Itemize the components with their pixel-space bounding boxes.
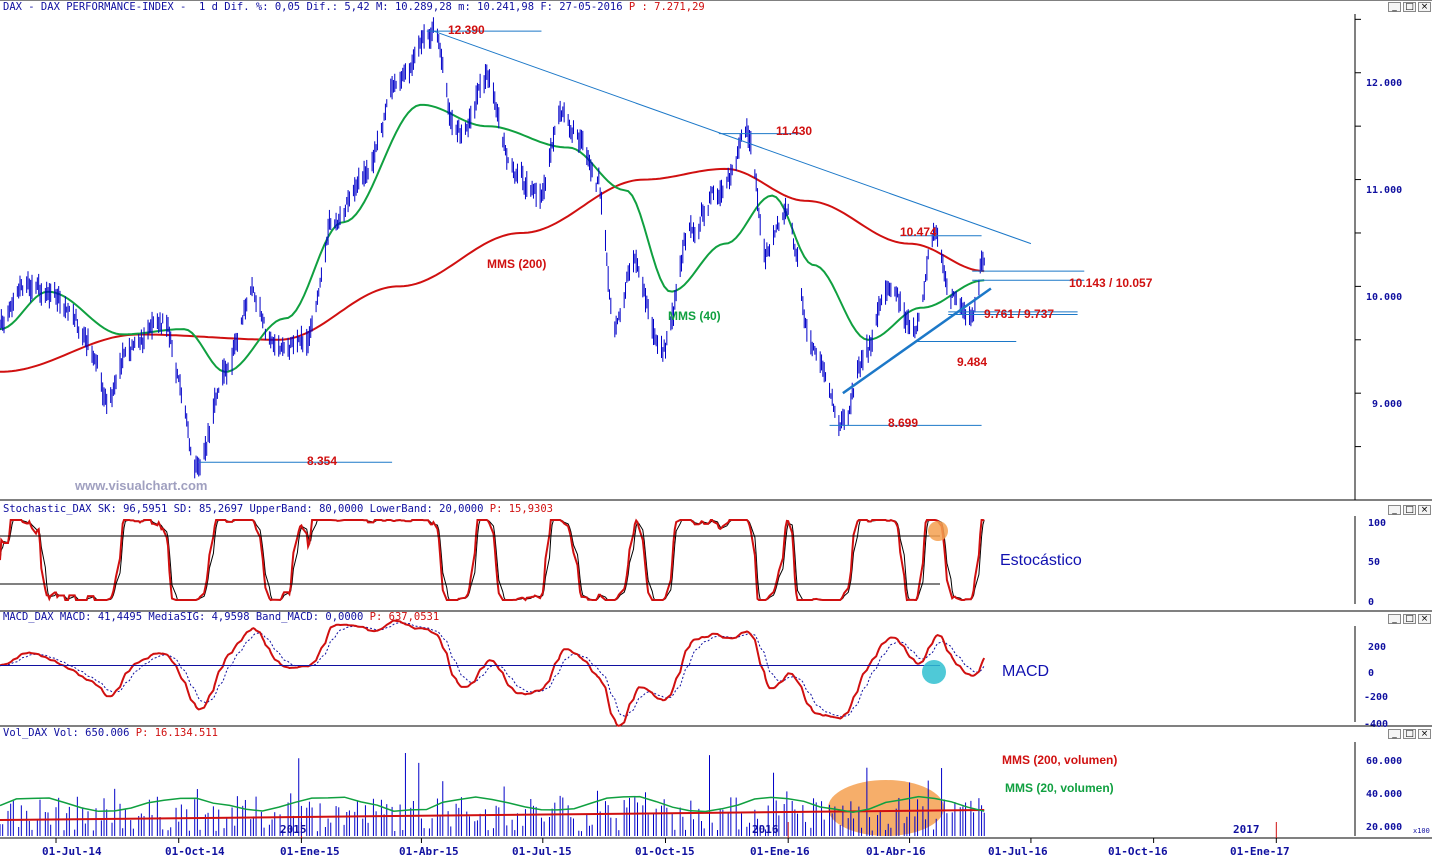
macd-signal-line [0, 622, 985, 718]
vol-mms200-label: MMS (200, volumen) [1002, 753, 1117, 767]
x-tick-jul15: 01-Jul-15 [512, 845, 572, 857]
minimize-button[interactable]: _ [1388, 614, 1401, 624]
level-label-11430: 11.430 [776, 124, 812, 138]
year-mark-2017: 2017 [1233, 823, 1260, 836]
x-tick-oct16: 01-Oct-16 [1108, 845, 1168, 857]
x-tick-ene16: 01-Ene-16 [750, 845, 810, 857]
level-label-9484: 9.484 [957, 355, 987, 369]
level-label-10474: 10.474 [900, 225, 937, 239]
macd-highlight-dot [922, 660, 946, 684]
x-tick-jul16: 01-Jul-16 [988, 845, 1048, 857]
close-button[interactable]: × [1418, 614, 1431, 624]
support-trendline [842, 287, 992, 395]
volume-mms20-line [0, 795, 985, 813]
y-tick-10000: 10.000 [1366, 292, 1402, 303]
y-tick-9000: 9.000 [1372, 399, 1402, 410]
stoch-header-values: Stochastic_DAX SK: 96,5951 SD: 85,2697 U… [3, 503, 484, 515]
vol-scale-note: x100 [1413, 827, 1430, 835]
vol-header: Vol_DAX Vol: 650.006 P: 16.134.511 [3, 727, 218, 739]
maximize-button[interactable]: □ [1403, 505, 1416, 515]
last-value: P : 7.271,29 [628, 1, 705, 13]
macd-header: MACD_DAX MACD: 41,4495 MediaSIG: 4,9598 … [3, 611, 439, 623]
stoch-title: Estocástico [1000, 552, 1082, 569]
mms200-line [0, 167, 985, 373]
volume-mms200-line [0, 809, 985, 822]
stoch-tick-0: 0 [1368, 597, 1374, 608]
resistance-trendline [433, 30, 1032, 245]
close-button[interactable]: × [1418, 505, 1431, 515]
vol-header-values: Vol_DAX Vol: 650.006 [3, 727, 130, 739]
stoch-tick-100: 100 [1368, 518, 1386, 529]
price-header: DAX - DAX PERFORMANCE-INDEX - 1 d Dif. %… [3, 1, 705, 13]
x-tick-oct15: 01-Oct-15 [635, 845, 695, 857]
stoch-window-controls: _ □ × [1388, 505, 1431, 515]
macd-tick-0: 0 [1368, 668, 1374, 679]
maximize-button[interactable]: □ [1403, 729, 1416, 739]
maximize-button[interactable]: □ [1403, 2, 1416, 12]
minimize-button[interactable]: _ [1388, 729, 1401, 739]
stoch-tick-50: 50 [1368, 557, 1380, 568]
stoch-highlight-dot [928, 521, 948, 541]
stoch-header-p: P: 15,9303 [489, 503, 553, 515]
macd-tick-200: 200 [1368, 642, 1386, 653]
vol-tick-40000: 40.000 [1366, 789, 1402, 800]
vol-tick-20000: 20.000 [1366, 822, 1402, 833]
year-mark-2015: 2015 [280, 823, 307, 836]
level-label-10143: 10.143 / 10.057 [1069, 276, 1153, 290]
x-tick-ene15: 01-Ene-15 [280, 845, 340, 857]
x-tick-abr15: 01-Abr-15 [399, 845, 459, 857]
x-tick-abr16: 01-Abr-16 [866, 845, 926, 857]
x-tick-oct14: 01-Oct-14 [165, 845, 225, 857]
mms40-line [0, 103, 985, 373]
stoch-header: Stochastic_DAX SK: 96,5951 SD: 85,2697 U… [3, 503, 553, 515]
macd-title: MACD [1002, 663, 1049, 680]
macd-header-values: MACD_DAX MACD: 41,4495 MediaSIG: 4,9598 … [3, 611, 364, 623]
volume-highlight-ellipse [828, 780, 944, 836]
level-label-9761: 9.761 / 9.737 [984, 307, 1054, 321]
macd-tick-minus400: -400 [1364, 719, 1388, 730]
level-label-8699: 8.699 [888, 416, 918, 430]
vol-mms20-label: MMS (20, volumen) [1005, 781, 1114, 795]
macd-window-controls: _ □ × [1388, 614, 1431, 624]
price-window-controls: _ □ × [1388, 2, 1431, 12]
maximize-button[interactable]: □ [1403, 614, 1416, 624]
mms40-label: MMS (40) [668, 309, 721, 323]
minimize-button[interactable]: _ [1388, 505, 1401, 515]
x-tick-ene17: 01-Ene-17 [1230, 845, 1290, 857]
y-tick-11000: 11.000 [1366, 185, 1402, 196]
ticker-name: DAX - DAX PERFORMANCE-INDEX - [3, 1, 187, 13]
macd-tick-minus200: -200 [1364, 692, 1388, 703]
watermark: www.visualchart.com [74, 478, 207, 493]
year-mark-2016: 2016 [752, 823, 779, 836]
minimize-button[interactable]: _ [1388, 2, 1401, 12]
mms200-label: MMS (200) [487, 257, 546, 271]
vol-window-controls: _ □ × [1388, 729, 1431, 739]
vol-header-p: P: 16.134.511 [135, 727, 218, 739]
y-tick-12000: 12.000 [1366, 78, 1402, 89]
vol-tick-60000: 60.000 [1366, 756, 1402, 767]
level-label-8354: 8.354 [307, 454, 337, 468]
macd-line [0, 619, 986, 727]
stoch-sk-line [0, 518, 985, 602]
macd-header-p: P: 637,0531 [369, 611, 440, 623]
quote-stats: 1 d Dif. %: 0,05 Dif.: 5,42 M: 10.289,28… [198, 1, 623, 13]
close-button[interactable]: × [1418, 2, 1431, 12]
close-button[interactable]: × [1418, 729, 1431, 739]
x-tick-jul14: 01-Jul-14 [42, 845, 102, 857]
level-label-12390: 12.390 [448, 23, 485, 37]
